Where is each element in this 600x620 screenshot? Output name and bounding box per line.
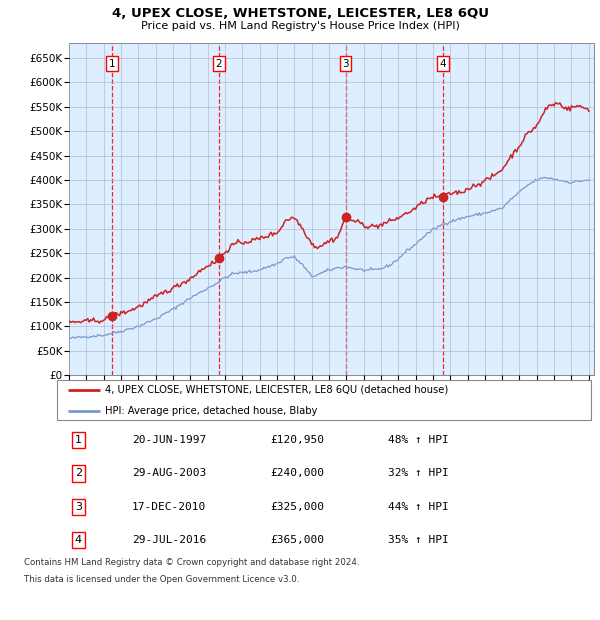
Text: £120,950: £120,950 [271,435,325,445]
FancyBboxPatch shape [57,380,591,420]
Text: £325,000: £325,000 [271,502,325,512]
Text: 3: 3 [342,59,349,69]
Text: 48% ↑ HPI: 48% ↑ HPI [388,435,449,445]
Text: 4, UPEX CLOSE, WHETSTONE, LEICESTER, LE8 6QU: 4, UPEX CLOSE, WHETSTONE, LEICESTER, LE8… [112,7,488,20]
Text: 4: 4 [439,59,446,69]
Text: £240,000: £240,000 [271,469,325,479]
Text: Contains HM Land Registry data © Crown copyright and database right 2024.: Contains HM Land Registry data © Crown c… [24,558,359,567]
Text: 4, UPEX CLOSE, WHETSTONE, LEICESTER, LE8 6QU (detached house): 4, UPEX CLOSE, WHETSTONE, LEICESTER, LE8… [105,385,448,395]
Text: Price paid vs. HM Land Registry's House Price Index (HPI): Price paid vs. HM Land Registry's House … [140,21,460,31]
Text: This data is licensed under the Open Government Licence v3.0.: This data is licensed under the Open Gov… [24,575,299,585]
Text: £365,000: £365,000 [271,535,325,545]
Text: 44% ↑ HPI: 44% ↑ HPI [388,502,449,512]
Text: 2: 2 [216,59,223,69]
Text: 3: 3 [75,502,82,512]
Text: 20-JUN-1997: 20-JUN-1997 [132,435,206,445]
Text: 1: 1 [109,59,115,69]
Text: 17-DEC-2010: 17-DEC-2010 [132,502,206,512]
Text: 4: 4 [75,535,82,545]
Text: HPI: Average price, detached house, Blaby: HPI: Average price, detached house, Blab… [105,405,317,415]
Text: 1: 1 [75,435,82,445]
Text: 29-JUL-2016: 29-JUL-2016 [132,535,206,545]
Text: 29-AUG-2003: 29-AUG-2003 [132,469,206,479]
Text: 35% ↑ HPI: 35% ↑ HPI [388,535,449,545]
Text: 32% ↑ HPI: 32% ↑ HPI [388,469,449,479]
Text: 2: 2 [75,469,82,479]
